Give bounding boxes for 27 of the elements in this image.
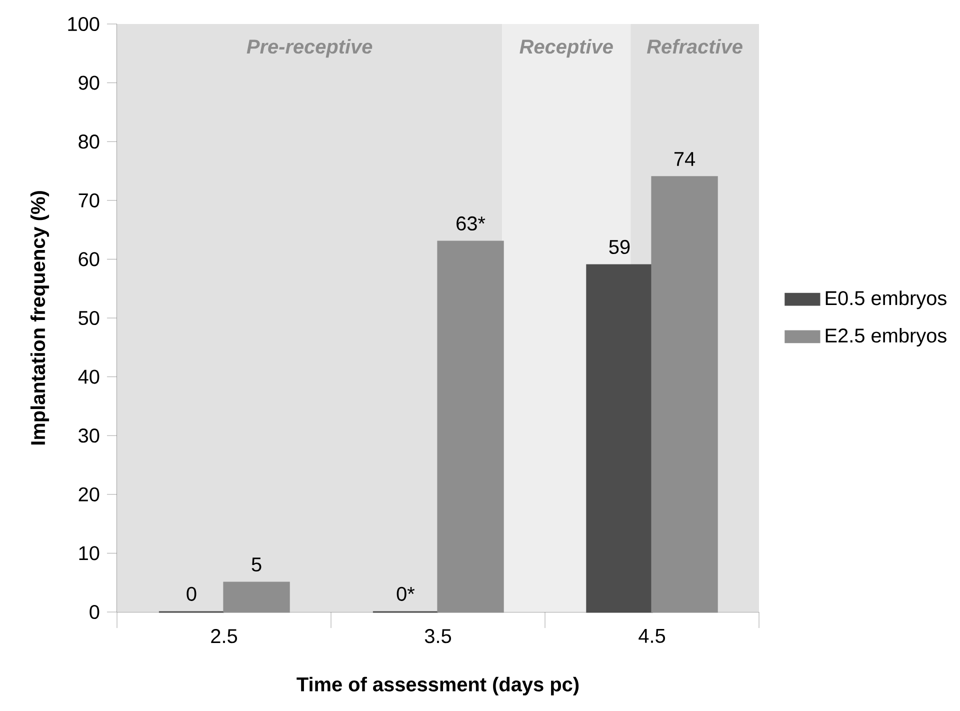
band-label: Pre-receptive [246,39,372,58]
data-label: 59 [609,240,630,254]
band-label: Refractive [646,39,742,54]
legend-label: E0.5 embryos [826,290,946,310]
legend-label: E2.5 embryos [826,328,946,347]
y-tick-label: 60 [78,252,100,266]
data-label: 0 [186,586,196,601]
data-label: 63* [456,216,486,231]
y-tick-label: 80 [78,134,100,149]
x-tick-label: 3.5 [424,629,452,644]
y-tick-label: 40 [78,370,100,384]
y-tick-label: 70 [78,193,100,208]
y-tick-label: 0 [90,604,100,620]
data-label: 74 [674,152,696,166]
band-label: Receptive [520,39,613,58]
y-tick-label: 50 [78,310,100,326]
data-label: 0* [396,586,415,601]
x-axis-title: Time of assessment (days pc) [296,676,579,696]
x-tick-label: 4.5 [638,629,666,643]
y-tick-label: 20 [78,487,100,502]
x-tick-label: 2.5 [211,629,238,644]
y-tick-label: 30 [78,428,100,443]
data-label: 5 [252,558,262,572]
y-tick-label: 90 [78,76,100,90]
y-tick-label: 10 [79,546,100,560]
y-axis-title: Implantation frequency (%) [30,191,50,445]
y-tick-label: 100 [68,16,100,32]
